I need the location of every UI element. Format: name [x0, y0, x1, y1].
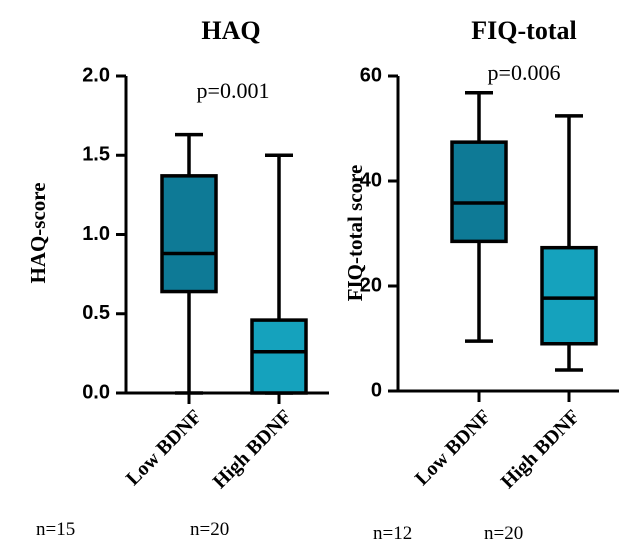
- x-category-label: High BDNF: [497, 406, 584, 493]
- sample-size-label: n=20: [484, 523, 523, 544]
- x-category-label: High BDNF: [209, 406, 296, 493]
- y-tick-label: 20: [360, 274, 382, 296]
- y-tick-label: 1.0: [82, 223, 110, 245]
- sample-size-label: n=20: [190, 519, 229, 540]
- y-tick-label: 40: [360, 169, 382, 191]
- sample-size-label: n=15: [36, 519, 75, 540]
- iqr-box: [450, 140, 508, 244]
- x-category-label: Low BDNF: [122, 406, 206, 490]
- y-tick-label: 2.0: [82, 64, 110, 86]
- p-value-annotation: p=0.001: [197, 78, 270, 103]
- chart-title: FIQ-total: [471, 16, 576, 45]
- chart-title: HAQ: [201, 16, 260, 45]
- y-axis-label: FIQ-total score: [343, 165, 367, 302]
- iqr-box: [250, 318, 308, 395]
- p-value-annotation: p=0.006: [488, 60, 561, 85]
- y-tick-label: 0: [371, 379, 382, 401]
- y-tick-label: 1.5: [82, 144, 110, 166]
- y-tick-label: 0.5: [82, 302, 110, 324]
- iqr-box: [540, 245, 598, 346]
- iqr-box: [160, 174, 218, 294]
- x-category-label: Low BDNF: [411, 406, 495, 490]
- y-axis-label: HAQ-score: [26, 182, 50, 283]
- sample-size-label: n=12: [373, 523, 412, 544]
- y-tick-label: 0.0: [82, 381, 110, 403]
- y-tick-label: 60: [360, 64, 382, 86]
